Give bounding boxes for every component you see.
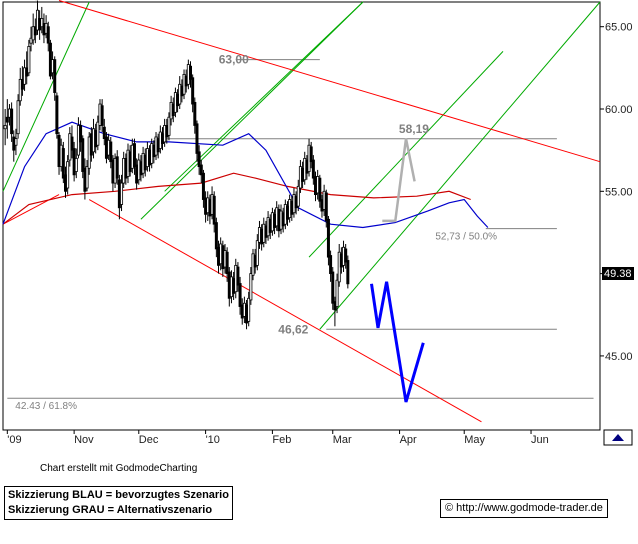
candle-body-23 <box>53 59 57 93</box>
x-tick-label-2: Dec <box>139 434 159 446</box>
x-tick-label-1: Nov <box>74 434 94 446</box>
annotation-ann-6659: 66,59 <box>21 0 51 2</box>
legend-line-blue: Skizzierung BLAU = bevorzugtes Szenario <box>8 489 229 501</box>
last-price-box <box>602 267 634 280</box>
candle-body-114 <box>249 273 253 301</box>
y-tick-label-0: 65.00 <box>605 22 633 34</box>
candle-body-43 <box>96 121 100 146</box>
candle-body-52 <box>115 156 119 179</box>
candle-body-29 <box>66 161 70 189</box>
candle-body-76 <box>167 116 171 136</box>
candle-body-152 <box>331 271 335 304</box>
candle-body-3 <box>10 108 14 135</box>
candle-body-46 <box>102 126 106 140</box>
copyright-icon: © <box>445 502 454 514</box>
annotation-ann-fib50: 52,73 / 50.0% <box>435 232 497 243</box>
candle-body-87 <box>191 77 195 105</box>
candle-body-88 <box>193 102 197 126</box>
candle-body-103 <box>225 251 229 275</box>
moving-average-red <box>2 172 471 225</box>
candle-body-142 <box>309 146 313 163</box>
candle-body-91 <box>199 164 203 176</box>
candle-body-38 <box>85 166 89 189</box>
candle-body-24 <box>55 95 59 135</box>
candle-body-54 <box>120 182 124 205</box>
x-tick-label-8: Jun <box>531 434 549 446</box>
candle-body-17 <box>40 18 44 28</box>
chart-credit: Chart erstellt mit GodmodeCharting <box>40 463 198 474</box>
candle-body-11 <box>27 46 31 74</box>
candle-body-143 <box>311 159 315 179</box>
scroll-icon[interactable] <box>603 429 633 446</box>
scenario-gray-line <box>382 138 416 223</box>
candle-body-90 <box>197 151 201 168</box>
candle-body-6 <box>16 100 20 135</box>
annotation-ann-5819: 58,19 <box>399 122 429 136</box>
candle-body-12 <box>29 37 33 44</box>
x-tick-label-4: Feb <box>272 434 291 446</box>
candle-body-149 <box>324 192 328 222</box>
green-trendline-0 <box>2 1 90 192</box>
website-link[interactable]: © http://www.godmode-trader.de <box>440 499 608 518</box>
scenario-blue-line <box>370 281 425 403</box>
candle-body-1 <box>5 116 9 123</box>
candle-body-159 <box>346 260 350 285</box>
candle-body-33 <box>74 157 78 172</box>
annotation-ann-6300: 63,00 <box>219 53 249 67</box>
candle-body-108 <box>236 266 240 286</box>
y-tick-label-2: 55.00 <box>605 186 633 198</box>
green-trendline-4 <box>308 51 504 258</box>
y-tick-label-1: 60.00 <box>605 104 633 116</box>
last-price-label: 49.38 <box>604 268 632 280</box>
candle-body-154 <box>335 279 339 307</box>
price-tag: 49.38 <box>602 267 634 280</box>
x-tick-label-3: '10 <box>206 434 220 446</box>
candle-body-150 <box>326 218 330 258</box>
candle-body-158 <box>344 248 348 263</box>
candle-body-45 <box>100 105 104 126</box>
x-tick-label-7: May <box>464 434 485 446</box>
candle-body-49 <box>109 141 113 163</box>
x-tick-label-0: '09 <box>7 434 21 446</box>
candle-body-27 <box>61 148 65 179</box>
candle-body-109 <box>238 283 242 307</box>
candle-body-35 <box>79 125 83 143</box>
candle-body-146 <box>318 177 322 202</box>
candle-body-36 <box>81 138 85 172</box>
plot-area <box>2 1 601 431</box>
green-trendline-3 <box>319 1 601 330</box>
annotation-ann-fib618: 42.43 / 61.8% <box>15 401 77 412</box>
candle-body-5 <box>14 138 18 146</box>
candle-body-89 <box>195 123 199 154</box>
candle-body-0 <box>3 125 7 130</box>
scenario-legend: Skizzierung BLAU = bevorzugtes Szenario … <box>4 486 233 520</box>
candle-body-151 <box>329 255 333 275</box>
x-tick-label-6: Apr <box>400 434 417 446</box>
candle-body-136 <box>296 185 300 207</box>
x-tick-label-5: Mar <box>333 434 352 446</box>
green-trendline-1 <box>140 1 364 220</box>
candle-body-92 <box>201 172 205 200</box>
annotation-ann-4662: 46,62 <box>278 322 308 336</box>
candle-body-97 <box>212 195 216 225</box>
candle-body-86 <box>189 65 193 80</box>
candle-body-31 <box>70 136 74 151</box>
candle-body-60 <box>132 143 136 168</box>
candle-body-7 <box>18 78 22 102</box>
candle-body-14 <box>33 26 37 36</box>
candle-body-117 <box>255 240 259 266</box>
candle-body-113 <box>247 297 251 322</box>
red-trendline-2 <box>88 199 482 423</box>
y-tick-label-4: 45.00 <box>605 351 633 363</box>
website-url[interactable]: http://www.godmode-trader.de <box>456 502 603 514</box>
candle-body-20 <box>46 26 50 44</box>
candle-body-98 <box>214 222 218 250</box>
moving-average-blue <box>2 121 489 229</box>
legend-line-gray: Skizzierung GRAU = Alternativszenario <box>8 504 213 516</box>
red-trendline-0 <box>58 0 601 163</box>
